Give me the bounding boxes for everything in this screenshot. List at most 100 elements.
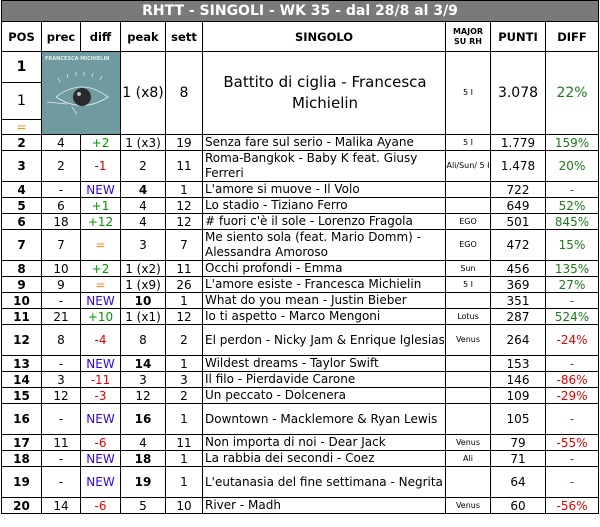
diff-cell: NEW — [80, 355, 121, 372]
peak-cell: 8 — [120, 324, 166, 356]
table-row: 6 18 +12 4 12 # fuori c'è il sole - Lorenzo F… — [1, 213, 600, 230]
peak-cell: 1 (x8) — [120, 51, 166, 135]
chart-title: RHTT - SINGOLI - WK 35 - dal 28/8 al 3/9 — [0, 0, 600, 22]
peak-cell: 3 — [120, 229, 166, 261]
pos-cell: 20 — [1, 497, 42, 514]
punti-cell: 79 — [490, 434, 546, 451]
sett-cell: 19 — [165, 134, 203, 151]
table-row: 5 6 +1 4 12 Lo stadio - Tiziano Ferro 649 52% — [1, 197, 600, 214]
peak-cell: 1 (x1) — [120, 308, 166, 325]
pdiff-cell: 845% — [544, 213, 600, 230]
diff-cell: -6 — [80, 434, 121, 451]
punti-cell: 722 — [490, 181, 546, 198]
col-peak: peak — [120, 21, 166, 52]
pdiff-cell: 159% — [544, 134, 600, 151]
prec-cell: - — [41, 355, 81, 372]
pdiff-cell: 52% — [544, 197, 600, 214]
pos-cell: 2 — [1, 134, 42, 151]
punti-cell: 649 — [490, 197, 546, 214]
peak-cell: 1 (x2) — [120, 260, 166, 277]
diff-cell: = — [80, 229, 121, 261]
song-cell: What do you mean - Justin Bieber — [202, 292, 446, 309]
diff-cell: NEW — [80, 181, 121, 198]
peak-cell: 1 (x9) — [120, 276, 166, 293]
table-row: 1 FRANCESCA MICHIELIN 1 (x8) 8 Battito d… — [1, 51, 600, 135]
song-cell: Downtown - Macklemore & Ryan Lewis — [202, 403, 446, 435]
pdiff-cell: - — [544, 450, 600, 467]
prec-cell: 10 — [41, 260, 81, 277]
diff-cell: = — [80, 276, 121, 293]
song-cell: Wildest dreams - Taylor Swift — [202, 355, 446, 372]
punti-cell: 60 — [490, 497, 546, 514]
diff-cell: = — [1, 118, 42, 136]
sett-cell: 26 — [165, 276, 203, 293]
table-row: 17 11 -6 4 11 Non importa di noi - Dear Jack V… — [1, 434, 600, 451]
punti-cell: 351 — [490, 292, 546, 309]
prec-cell: 14 — [41, 497, 81, 514]
peak-cell: 1 (x3) — [120, 134, 166, 151]
song-cell: Me siento sola (feat. Mario Domm) - Ales… — [202, 229, 446, 261]
peak-cell: 12 — [120, 387, 166, 404]
pos-cell: 6 — [1, 213, 42, 230]
sett-cell: 1 — [165, 181, 203, 198]
major-cell: Lotus — [445, 308, 491, 325]
prec-cell: - — [41, 292, 81, 309]
pdiff-cell: -86% — [544, 371, 600, 388]
prec-cell: 9 — [41, 276, 81, 293]
prec-cell: - — [41, 181, 81, 198]
song-cell: Occhi profondi - Emma — [202, 260, 446, 277]
diff-cell: -6 — [80, 497, 121, 514]
table-row: 8 10 +2 1 (x2) 11 Occhi profondi - Emma Sun 456… — [1, 260, 600, 277]
table-row: 12 8 -4 8 2 El perdon - Nicky Jam & Enrique I… — [1, 324, 600, 356]
major-cell: Venus — [445, 324, 491, 356]
pdiff-cell: - — [544, 181, 600, 198]
prec-cell: 3 — [41, 371, 81, 388]
diff-cell: NEW — [80, 450, 121, 467]
sett-cell: 11 — [165, 434, 203, 451]
pdiff-cell: 135% — [544, 260, 600, 277]
col-pdiff: DIFF — [544, 21, 600, 52]
cover-text: FRANCESCA MICHIELIN — [45, 56, 109, 62]
major-cell — [445, 355, 491, 372]
peak-cell: 14 — [120, 355, 166, 372]
major-cell: 5 I — [445, 134, 491, 151]
album-cover-image: FRANCESCA MICHIELIN — [42, 52, 120, 134]
major-cell — [445, 466, 491, 498]
pos-cell: 15 — [1, 387, 42, 404]
pos-cell: 19 — [1, 466, 42, 498]
song-cell: Lo stadio - Tiziano Ferro — [202, 197, 446, 214]
song-cell: El perdon - Nicky Jam & Enrique Iglesias — [202, 324, 446, 356]
col-sett: sett — [165, 21, 203, 52]
punti-cell: 146 — [490, 371, 546, 388]
major-cell — [445, 403, 491, 435]
table-row: 4- NEW 4 1 L'amore si muove - Il Volo 722- — [1, 181, 600, 198]
table-row: 16- NEW 16 1 Downtown - Macklemore & Ryan Le… — [1, 403, 600, 435]
sett-cell: 11 — [165, 150, 203, 182]
pdiff-cell: - — [544, 403, 600, 435]
peak-cell: 16 — [120, 403, 166, 435]
col-diff: diff — [80, 21, 121, 52]
sett-cell: 1 — [165, 403, 203, 435]
punti-cell: 501 — [490, 213, 546, 230]
diff-cell: +2 — [80, 134, 121, 151]
pos-cell: 16 — [1, 403, 42, 435]
col-singolo: SINGOLO — [202, 21, 446, 52]
major-cell: EGO — [445, 229, 491, 261]
pos-cell: 17 — [1, 434, 42, 451]
sett-cell: 2 — [165, 387, 203, 404]
diff-cell: -11 — [80, 371, 121, 388]
pos-cell: 3 — [1, 150, 42, 182]
major-cell — [445, 197, 491, 214]
major-cell — [445, 292, 491, 309]
prec-cell: - — [41, 450, 81, 467]
diff-cell: +2 — [80, 260, 121, 277]
song-cell: Senza fare sul serio - Malika Ayane — [202, 134, 446, 151]
table-row: 7 7 = 3 7 Me siento sola (feat. Mario Domm) -… — [1, 229, 600, 261]
pos-cell: 14 — [1, 371, 42, 388]
sett-cell: 1 — [165, 466, 203, 498]
major-cell: Venus — [445, 434, 491, 451]
diff-cell: +1 — [80, 197, 121, 214]
song-cell: Battito di ciglia - Francesca Michielin — [202, 51, 446, 135]
table-row: 15 12 -3 12 2 Un peccato - Dolcenera 109 -29% — [1, 387, 600, 404]
sett-cell: 1 — [165, 355, 203, 372]
